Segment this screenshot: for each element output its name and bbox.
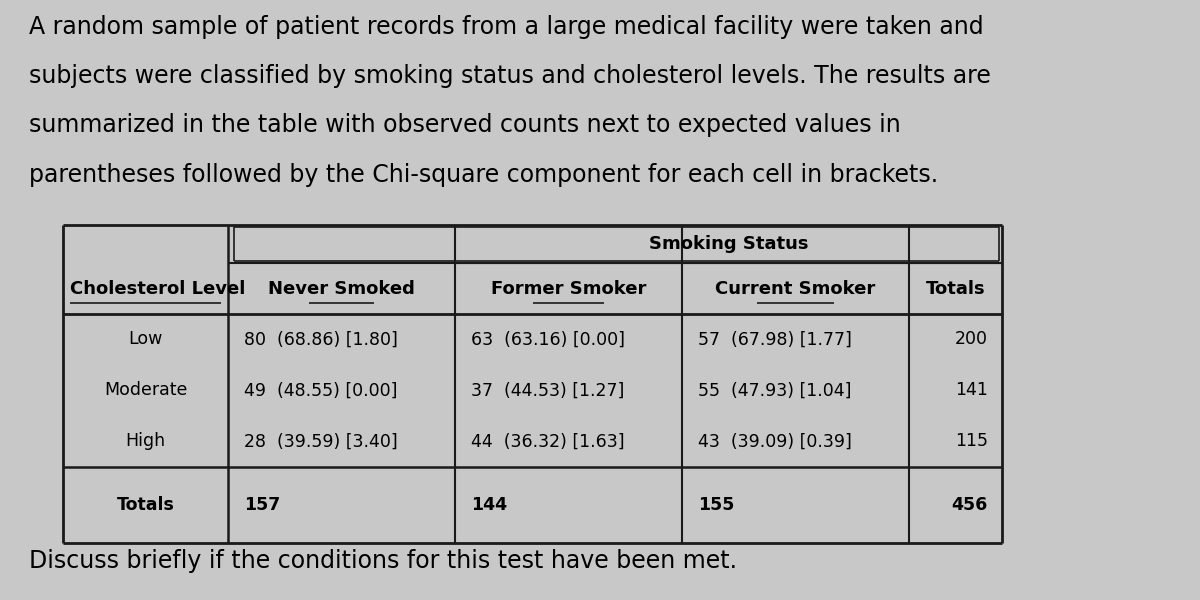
- Text: 57  (67.98) [1.77]: 57 (67.98) [1.77]: [698, 331, 852, 349]
- Text: 155: 155: [698, 496, 734, 514]
- Text: 144: 144: [470, 496, 508, 514]
- Text: Never Smoked: Never Smoked: [268, 280, 415, 298]
- Text: 200: 200: [955, 331, 988, 349]
- Text: 44  (36.32) [1.63]: 44 (36.32) [1.63]: [470, 432, 624, 450]
- Text: 157: 157: [244, 496, 280, 514]
- Text: Discuss briefly if the conditions for this test have been met.: Discuss briefly if the conditions for th…: [29, 549, 737, 573]
- Text: Cholesterol Level: Cholesterol Level: [70, 280, 245, 298]
- Text: Low: Low: [128, 331, 163, 349]
- Text: Totals: Totals: [925, 280, 985, 298]
- Text: Current Smoker: Current Smoker: [715, 280, 876, 298]
- Text: Former Smoker: Former Smoker: [491, 280, 646, 298]
- Text: 55  (47.93) [1.04]: 55 (47.93) [1.04]: [698, 382, 851, 400]
- Text: 63  (63.16) [0.00]: 63 (63.16) [0.00]: [470, 331, 625, 349]
- Text: 141: 141: [955, 382, 988, 400]
- Text: 115: 115: [955, 432, 988, 450]
- Text: Totals: Totals: [116, 496, 174, 514]
- Text: 456: 456: [952, 496, 988, 514]
- Text: Moderate: Moderate: [104, 382, 187, 400]
- Text: 37  (44.53) [1.27]: 37 (44.53) [1.27]: [470, 382, 624, 400]
- Text: 28  (39.59) [3.40]: 28 (39.59) [3.40]: [244, 432, 397, 450]
- Text: summarized in the table with observed counts next to expected values in: summarized in the table with observed co…: [29, 113, 900, 137]
- Text: 43  (39.09) [0.39]: 43 (39.09) [0.39]: [698, 432, 852, 450]
- Text: A random sample of patient records from a large medical facility were taken and: A random sample of patient records from …: [29, 15, 983, 39]
- Text: Smoking Status: Smoking Status: [649, 235, 808, 253]
- Text: 80  (68.86) [1.80]: 80 (68.86) [1.80]: [244, 331, 397, 349]
- Text: parentheses followed by the Chi-square component for each cell in brackets.: parentheses followed by the Chi-square c…: [29, 163, 937, 187]
- Text: High: High: [126, 432, 166, 450]
- Text: 49  (48.55) [0.00]: 49 (48.55) [0.00]: [244, 382, 397, 400]
- Text: subjects were classified by smoking status and cholesterol levels. The results a: subjects were classified by smoking stat…: [29, 64, 990, 88]
